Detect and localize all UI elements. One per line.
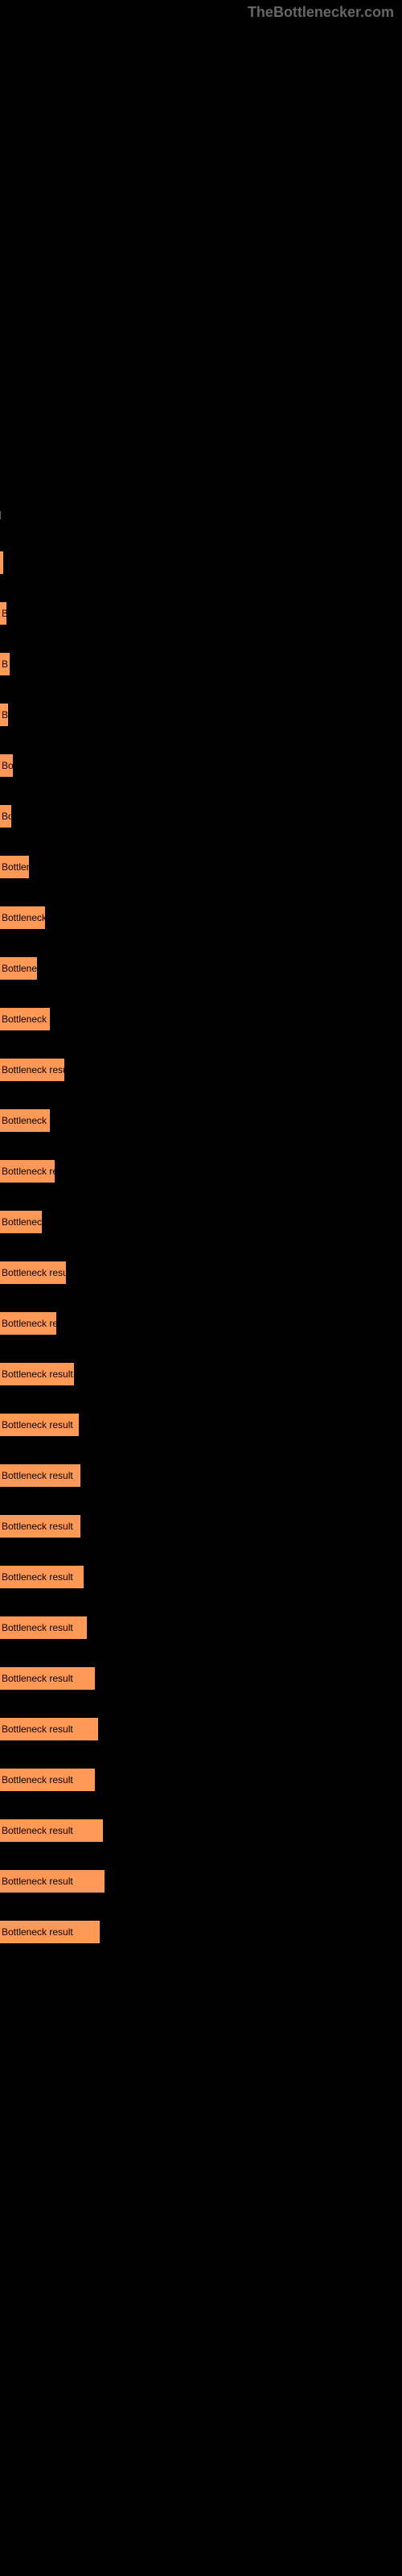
bar-label: Bottleneck result	[2, 1521, 73, 1532]
bar: Bottleneck re	[0, 1109, 50, 1132]
bar-row: Bottleneck result	[0, 1363, 402, 1385]
bar-label: Bottleneck result	[2, 1419, 73, 1430]
bar: Bottlenec	[0, 957, 37, 980]
bar-row: Bottleneck result	[0, 1667, 402, 1690]
bar-row: Bottleneck result	[0, 1819, 402, 1842]
bar-label: Bo	[2, 760, 13, 771]
bar	[0, 551, 3, 574]
bar: Bo	[0, 805, 11, 828]
bar-label: B	[2, 608, 6, 619]
bar: Bottleneck result	[0, 1819, 103, 1842]
bar: Bottleneck result	[0, 1363, 74, 1385]
bar: Bottleneck result	[0, 1261, 66, 1284]
bar-label: Bottleneck result	[2, 1673, 73, 1684]
bar: Bottleneck result	[0, 1515, 80, 1538]
bar: Bottleneck res	[0, 1312, 56, 1335]
bar-label: B	[2, 709, 8, 720]
bar: Bottleneck result	[0, 1566, 84, 1588]
bar: Bottleneck result	[0, 1769, 95, 1791]
bar-row: B	[0, 602, 402, 625]
bar-label: Bottleneck result	[2, 1926, 73, 1938]
bar-row: Bottleneck res	[0, 1160, 402, 1183]
bar-label: Bottleneck result	[2, 1876, 73, 1887]
bar-row: Bo	[0, 754, 402, 777]
bar-row: B	[0, 704, 402, 726]
bar: Bottleneck result	[0, 1059, 64, 1081]
bar-label: Bottleneck result	[2, 1470, 73, 1481]
bar: Bottleneck result	[0, 1414, 79, 1436]
bar-label: Bottleneck result	[2, 1825, 73, 1836]
bar-chart: B B B Bo Bo Bottlen Bottleneck r Bottlenec Bottl…	[0, 0, 402, 1943]
bar: Bottleneck	[0, 1211, 42, 1233]
bar-label: Bottleneck res	[2, 1318, 56, 1329]
bar-label: Bottlen	[2, 861, 29, 873]
bar-row: Bottleneck result	[0, 1769, 402, 1791]
bar-row: Bottleneck result	[0, 1616, 402, 1639]
bar-row: Bottleneck r	[0, 906, 402, 929]
bar: Bottleneck result	[0, 1616, 87, 1639]
tick-mark	[0, 511, 1, 519]
bar-row: Bottleneck result	[0, 1059, 402, 1081]
bar-row: Bottleneck	[0, 1211, 402, 1233]
bar-row: Bottleneck res	[0, 1312, 402, 1335]
bar-label: Bottleneck result	[2, 1064, 64, 1075]
bar-label: Bottleneck r	[2, 912, 45, 923]
bar-label: Bottleneck result	[2, 1368, 73, 1380]
bar: Bo	[0, 754, 13, 777]
bar: Bottleneck res	[0, 1160, 55, 1183]
bar-label: Bottleneck result	[2, 1622, 73, 1633]
bar: Bottleneck result	[0, 1921, 100, 1943]
bar-row: Bottleneck result	[0, 1870, 402, 1893]
bar: B	[0, 653, 10, 675]
bar-label: Bottleneck result	[2, 1267, 66, 1278]
bar-row: Bottleneck result	[0, 1566, 402, 1588]
bar-row: Bottleneck result	[0, 1414, 402, 1436]
bar-row: Bottleneck result	[0, 1464, 402, 1487]
bar: B	[0, 704, 8, 726]
bar-row: Bottlenec	[0, 957, 402, 980]
bar-label: Bottleneck res	[2, 1166, 55, 1177]
bar: Bottlen	[0, 856, 29, 878]
bar-label: B	[2, 658, 8, 670]
bar-row: Bottleneck result	[0, 1515, 402, 1538]
bar-label: Bo	[2, 811, 11, 822]
bar: Bottleneck result	[0, 1718, 98, 1740]
bar-row: Bo	[0, 805, 402, 828]
bar-label: Bottleneck re	[2, 1013, 50, 1025]
bar-label: Bottleneck	[2, 1216, 42, 1228]
bar-row: Bottleneck result	[0, 1718, 402, 1740]
bar: B	[0, 602, 6, 625]
bar-row: Bottlen	[0, 856, 402, 878]
bar-label: Bottleneck re	[2, 1115, 50, 1126]
bar: Bottleneck result	[0, 1667, 95, 1690]
bar-label: Bottlenec	[2, 963, 37, 974]
bar-row: Bottleneck result	[0, 1261, 402, 1284]
bar: Bottleneck result	[0, 1870, 105, 1893]
bar-row: Bottleneck result	[0, 1921, 402, 1943]
bar-label: Bottleneck result	[2, 1571, 73, 1583]
bar-row: Bottleneck re	[0, 1109, 402, 1132]
bar-label: Bottleneck result	[2, 1724, 73, 1735]
bar: Bottleneck re	[0, 1008, 50, 1030]
bar-row: B	[0, 653, 402, 675]
bar: Bottleneck result	[0, 1464, 80, 1487]
bar-row: Bottleneck re	[0, 1008, 402, 1030]
bar-label: Bottleneck result	[2, 1774, 73, 1785]
bar: Bottleneck r	[0, 906, 45, 929]
bar-row	[0, 551, 402, 574]
watermark-text: TheBottlenecker.com	[248, 4, 394, 21]
